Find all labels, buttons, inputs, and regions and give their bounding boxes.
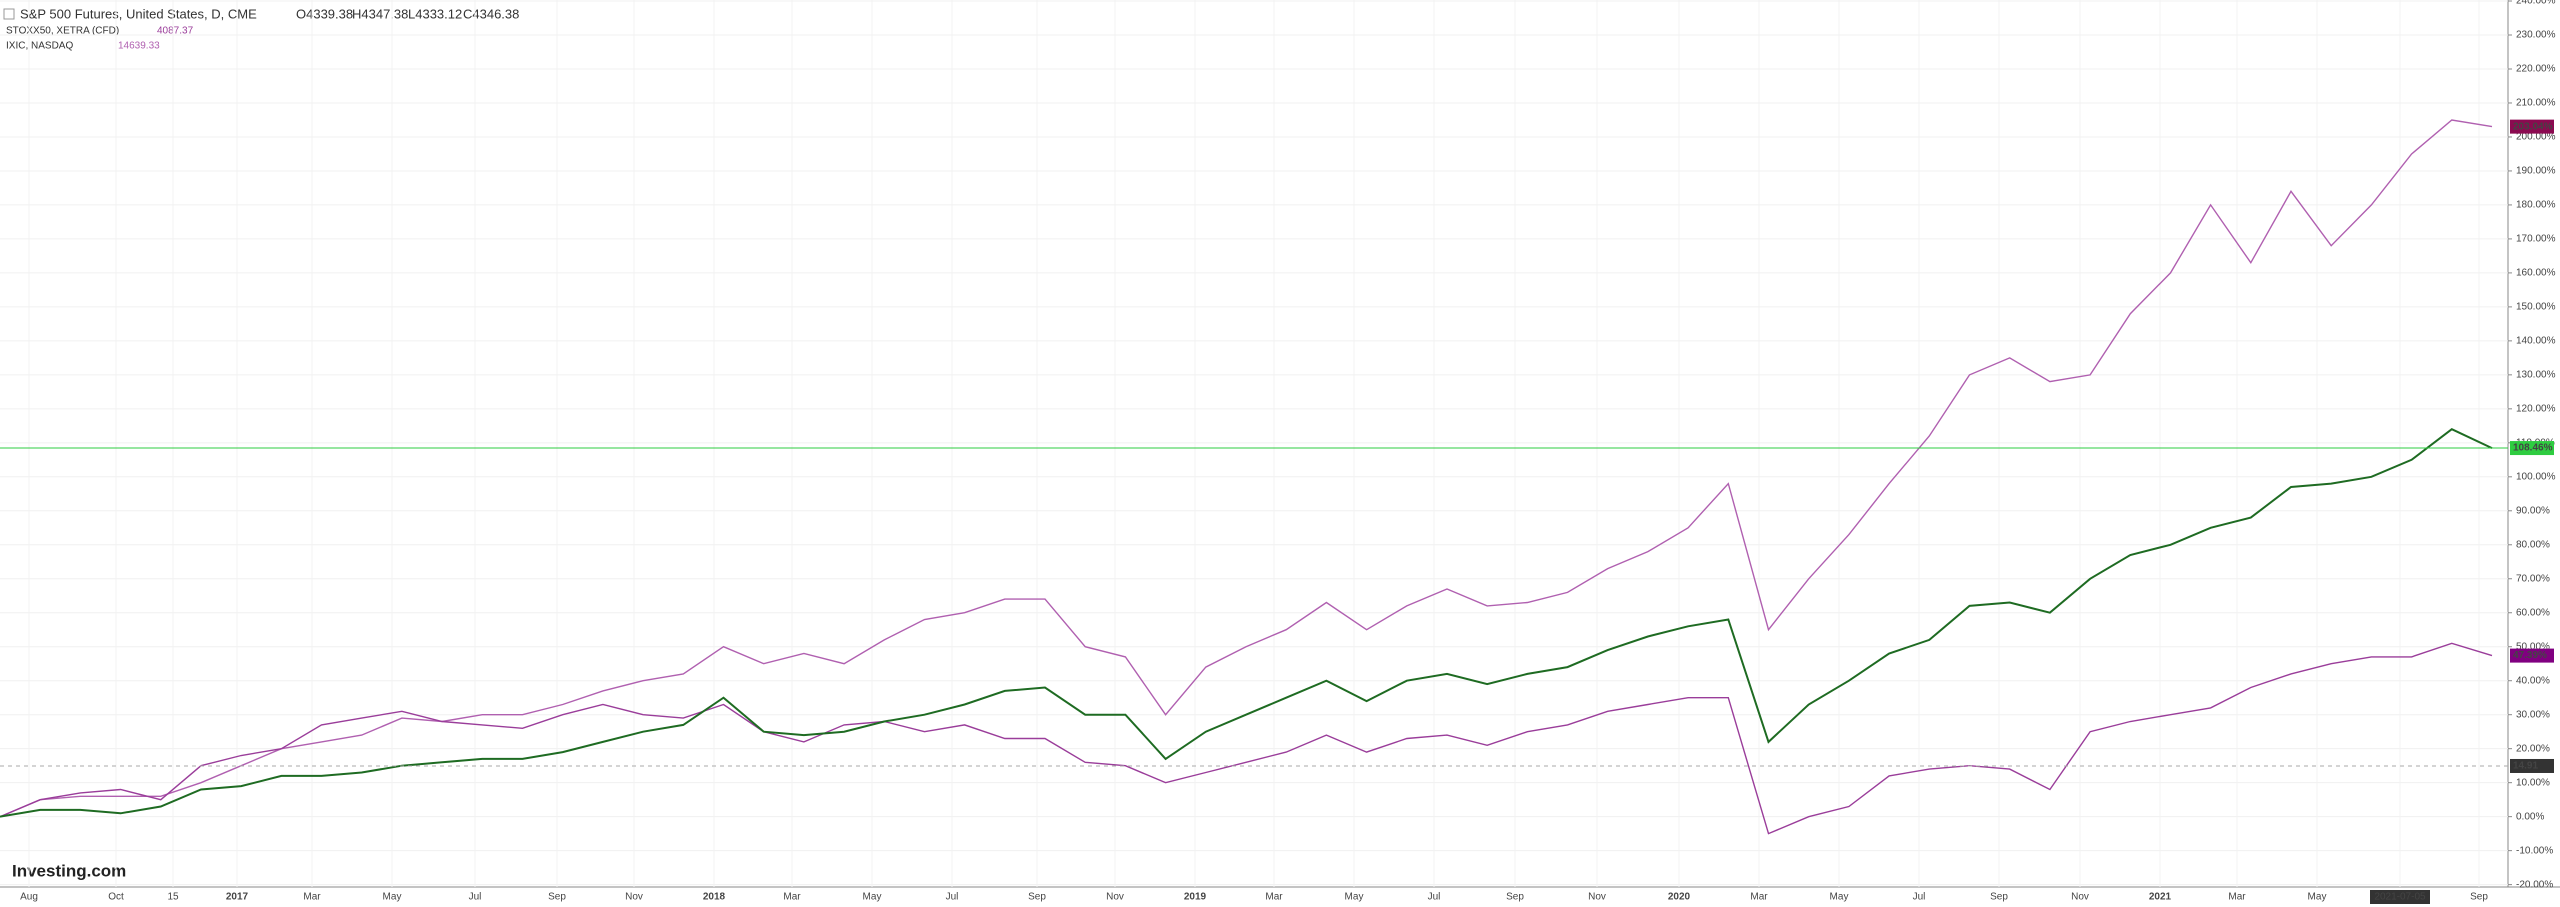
- y-tick-label: 140.00%: [2516, 336, 2556, 347]
- series-line: [0, 642, 2493, 835]
- series-line: [0, 119, 2493, 818]
- price-tag: [2510, 648, 2554, 663]
- crosshair-label-bg: [2370, 890, 2430, 904]
- y-tick-label: 70.00%: [2516, 573, 2550, 584]
- y-tick-label: 180.00%: [2516, 200, 2556, 211]
- y-tick-label: -20.00%: [2516, 879, 2553, 890]
- y-tick-label: 200.00%: [2516, 132, 2556, 143]
- x-tick-label: May: [383, 892, 402, 903]
- x-tick-label: Jul: [1913, 892, 1926, 903]
- comparison-price: 14639.33: [118, 41, 160, 52]
- x-tick-label: 2020: [1668, 892, 1691, 903]
- x-tick-label: Nov: [625, 892, 643, 903]
- x-tick-label: Jul: [946, 892, 959, 903]
- x-tick-label: Mar: [303, 892, 321, 903]
- x-tick-label: May: [863, 892, 882, 903]
- header-low: L4333.12: [408, 6, 462, 21]
- x-tick-label: 2017: [226, 892, 249, 903]
- y-tick-label: 150.00%: [2516, 302, 2556, 313]
- y-tick-label: 160.00%: [2516, 268, 2556, 279]
- y-tick-label: 130.00%: [2516, 369, 2556, 380]
- header-open: O4339.38: [296, 6, 353, 21]
- x-tick-label: Sep: [2470, 892, 2488, 903]
- collapse-icon[interactable]: [3, 8, 15, 20]
- x-tick-label: 2021-07-05: [2374, 892, 2426, 903]
- y-tick-label: 210.00%: [2516, 98, 2556, 109]
- y-tick-label: 190.00%: [2516, 166, 2556, 177]
- x-tick-label: May: [1830, 892, 1849, 903]
- x-tick-label: Aug: [20, 892, 38, 903]
- comparison-name: STOXX50, XETRA (CFD): [6, 26, 119, 37]
- comparison-price: 4087.37: [157, 26, 194, 37]
- price-tag-label: 47.39%: [2513, 650, 2547, 661]
- x-tick-label: Nov: [1106, 892, 1124, 903]
- y-tick-label: 30.00%: [2516, 709, 2550, 720]
- x-tick-label: 2019: [1184, 892, 1207, 903]
- x-tick-label: Mar: [2228, 892, 2246, 903]
- y-tick-label: 120.00%: [2516, 403, 2556, 414]
- x-tick-label: Jul: [469, 892, 482, 903]
- price-tag-label: 203.04%: [2513, 121, 2553, 132]
- price-tag-label: 108.46%: [2513, 443, 2553, 454]
- y-tick-label: 220.00%: [2516, 64, 2556, 75]
- header-title: S&P 500 Futures, United States, D, CME: [20, 6, 257, 21]
- x-tick-label: Sep: [548, 892, 566, 903]
- x-tick-label: Sep: [1028, 892, 1046, 903]
- y-tick-label: 100.00%: [2516, 471, 2556, 482]
- x-tick-label: 2021: [2149, 892, 2172, 903]
- y-tick-label: 170.00%: [2516, 234, 2556, 245]
- series-line: [0, 428, 2493, 818]
- x-tick-label: Nov: [2071, 892, 2089, 903]
- x-tick-label: Oct: [108, 892, 124, 903]
- x-tick-label: Sep: [1506, 892, 1524, 903]
- price-tag: [2510, 119, 2554, 134]
- x-tick-label: 2018: [703, 892, 726, 903]
- y-tick-label: 80.00%: [2516, 539, 2550, 550]
- y-tick-label: -10.00%: [2516, 845, 2553, 856]
- header-close: C4346.38: [463, 6, 519, 21]
- y-tick-label: 50.00%: [2516, 641, 2550, 652]
- x-tick-label: Jul: [1428, 892, 1441, 903]
- price-tag: [2510, 758, 2554, 773]
- y-tick-label: 10.00%: [2516, 777, 2550, 788]
- x-tick-label: Mar: [1265, 892, 1283, 903]
- price-tag-label: 14.91: [2513, 761, 2538, 772]
- x-tick-label: May: [2308, 892, 2327, 903]
- y-tick-label: 240.00%: [2516, 0, 2556, 7]
- y-tick-label: 0.00%: [2516, 811, 2544, 822]
- x-tick-label: Mar: [1750, 892, 1768, 903]
- y-tick-label: 230.00%: [2516, 30, 2556, 41]
- y-tick-label: 60.00%: [2516, 607, 2550, 618]
- logo: Investing.com: [12, 861, 126, 880]
- price-tag: [2510, 441, 2554, 456]
- x-tick-label: Sep: [1990, 892, 2008, 903]
- y-tick-label: 40.00%: [2516, 675, 2550, 686]
- comparison-name: IXIC, NASDAQ: [6, 41, 73, 52]
- x-tick-label: 15: [167, 892, 179, 903]
- x-tick-label: May: [1345, 892, 1364, 903]
- header-high: H4347.38: [352, 6, 408, 21]
- y-tick-label: 90.00%: [2516, 505, 2550, 516]
- y-tick-label: 20.00%: [2516, 743, 2550, 754]
- x-tick-label: Nov: [1588, 892, 1606, 903]
- x-tick-label: Mar: [783, 892, 801, 903]
